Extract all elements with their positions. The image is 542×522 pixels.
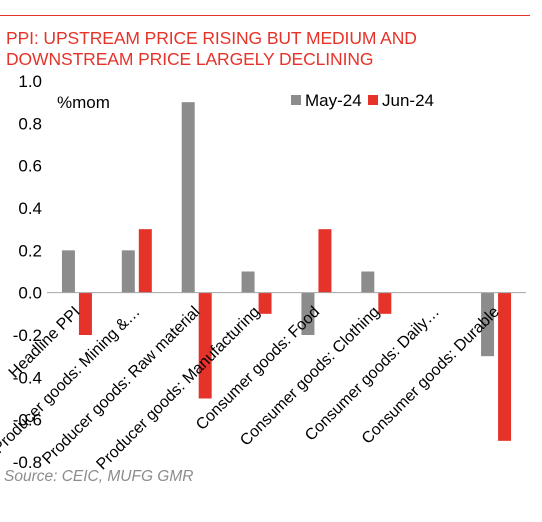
y-tick-label: -0.8 bbox=[13, 453, 42, 472]
y-tick-label: 0.0 bbox=[18, 284, 42, 303]
chart-title-line-1: PPI: UPSTREAM PRICE RISING BUT MEDIUM AN… bbox=[6, 28, 417, 48]
legend-label-jun-24: Jun-24 bbox=[382, 91, 434, 110]
bar-may-24-2 bbox=[181, 102, 195, 293]
x-category-label: Consumer goods: Food bbox=[193, 303, 323, 433]
bar-jun-24-2 bbox=[198, 292, 212, 399]
y-tick-label: -0.6 bbox=[13, 411, 42, 430]
chart-title-line-2: DOWNSTREAM PRICE LARGELY DECLINING bbox=[6, 49, 374, 69]
bar-jun-24-0 bbox=[78, 292, 92, 335]
bar-jun-24-1 bbox=[138, 229, 152, 293]
bar-may-24-3 bbox=[241, 271, 255, 293]
y-axis-unit-label: %mom bbox=[57, 93, 110, 112]
legend-label-may-24: May-24 bbox=[305, 91, 362, 110]
y-tick-label: 0.6 bbox=[18, 157, 42, 176]
y-tick-label: 0.4 bbox=[18, 199, 42, 218]
top-rule bbox=[0, 15, 530, 16]
source-note: Source: CEIC, MUFG GMR bbox=[4, 468, 194, 485]
bar-may-24-5 bbox=[361, 271, 375, 293]
y-tick-label: -0.4 bbox=[13, 368, 42, 387]
bar-may-24-7 bbox=[481, 292, 495, 357]
bar-jun-24-3 bbox=[258, 292, 272, 314]
y-tick-label: 0.2 bbox=[18, 241, 42, 260]
bar-series bbox=[61, 102, 512, 441]
chart-title: PPI: UPSTREAM PRICE RISING BUT MEDIUM AN… bbox=[6, 28, 534, 70]
legend-swatch-may-24 bbox=[291, 95, 301, 105]
bar-may-24-1 bbox=[121, 250, 135, 293]
legend: May-24 Jun-24 bbox=[291, 91, 434, 110]
y-axis-ticks: 1.0 0.8 0.6 0.4 0.2 0.0 -0.2 -0.4 -0.6 -0.8 bbox=[13, 72, 42, 472]
y-tick-label: 0.8 bbox=[18, 114, 42, 133]
bar-jun-24-7 bbox=[498, 292, 512, 441]
bar-jun-24-5 bbox=[378, 292, 392, 314]
legend-swatch-jun-24 bbox=[368, 95, 378, 105]
y-tick-label: -0.2 bbox=[13, 326, 42, 345]
y-tick-label: 1.0 bbox=[18, 72, 42, 91]
bar-may-24-0 bbox=[61, 250, 75, 293]
bar-may-24-4 bbox=[301, 292, 315, 335]
bar-jun-24-4 bbox=[318, 229, 332, 293]
